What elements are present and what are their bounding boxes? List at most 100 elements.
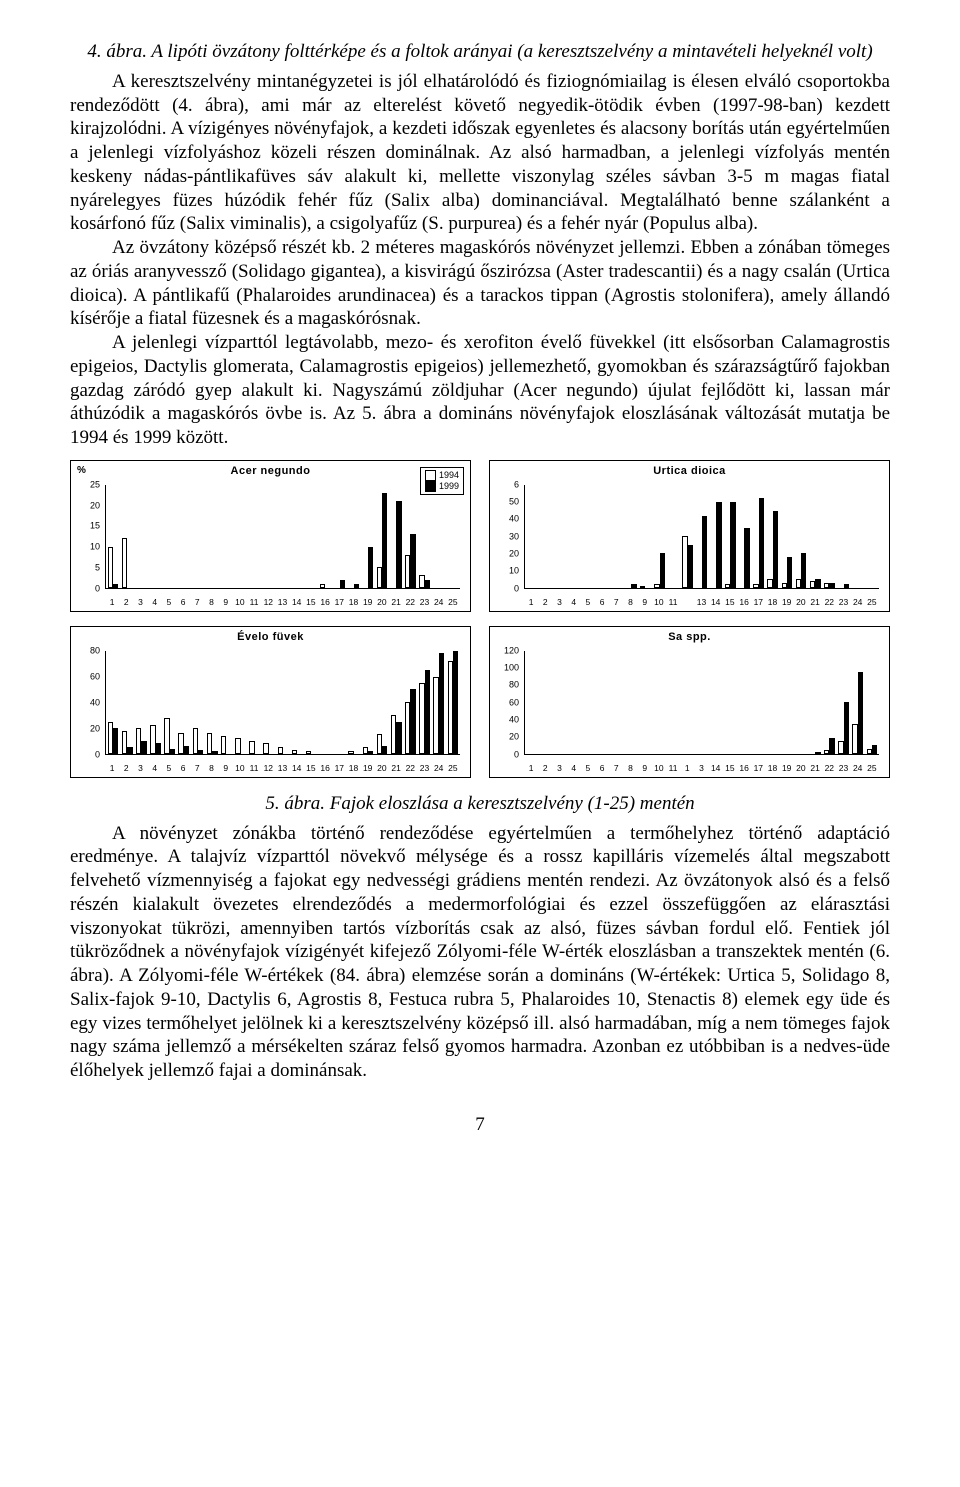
y-tick: 60 — [509, 698, 519, 707]
x-tick: 18 — [349, 764, 358, 773]
x-tick: 2 — [124, 764, 129, 773]
bar-1994 — [320, 584, 325, 588]
x-tick: 4 — [571, 598, 576, 607]
x-tick: 20 — [377, 598, 386, 607]
bar-1999 — [156, 743, 161, 753]
x-tick: 1 — [110, 764, 115, 773]
x-tick: 4 — [571, 764, 576, 773]
x-tick: 1 — [110, 598, 115, 607]
x-tick: 11 — [669, 764, 678, 773]
bar-1999 — [453, 651, 458, 754]
x-tick: 8 — [628, 598, 633, 607]
x-tick: 23 — [420, 598, 429, 607]
x-tick: 19 — [782, 598, 791, 607]
y-tick: 6 — [514, 480, 519, 489]
x-tick: 17 — [335, 764, 344, 773]
bar-1999 — [439, 653, 444, 753]
y-tick: 120 — [504, 646, 519, 655]
x-tick: 11 — [669, 598, 678, 607]
paragraph-4: A növényzet zónákba történő rendeződése … — [70, 822, 890, 1083]
bar-1994 — [278, 747, 283, 753]
bar-1999 — [716, 502, 721, 588]
x-tick: 15 — [725, 598, 734, 607]
y-tick: 30 — [509, 532, 519, 541]
y-tick: 0 — [95, 584, 100, 593]
x-tick: 18 — [768, 598, 777, 607]
bar-1999 — [368, 751, 373, 754]
x-tick: 11 — [250, 598, 259, 607]
chart-row-1: % Acer negundo19941999051015202512345678… — [70, 460, 890, 612]
chart-acer-negundo: % Acer negundo19941999051015202512345678… — [70, 460, 471, 612]
x-tick: 12 — [264, 598, 273, 607]
x-tick: 24 — [853, 598, 862, 607]
paragraph-2: Az övzátony középső részét kb. 2 méteres… — [70, 236, 890, 331]
x-tick: 23 — [839, 598, 848, 607]
y-tick: 50 — [509, 498, 519, 507]
bar-1999 — [858, 672, 863, 754]
x-tick: 3 — [699, 764, 704, 773]
x-tick: 8 — [209, 598, 214, 607]
x-tick: 9 — [223, 764, 228, 773]
bars-container — [525, 485, 879, 588]
bar-1999 — [170, 749, 175, 754]
chart-title: Urtica dioica — [490, 465, 889, 479]
bar-1999 — [425, 580, 430, 588]
x-axis-ticks: 123456789101113141516171819202122232425 — [524, 593, 879, 607]
bar-1999 — [354, 584, 359, 588]
bar-1999 — [844, 584, 849, 587]
x-tick: 5 — [167, 598, 172, 607]
x-tick: 15 — [306, 764, 315, 773]
x-tick: 3 — [138, 598, 143, 607]
bar-1999 — [340, 580, 345, 588]
x-tick: 25 — [867, 598, 876, 607]
bar-1999 — [631, 584, 636, 587]
bar-1999 — [410, 689, 415, 753]
bar-1994 — [263, 743, 268, 753]
y-tick: 80 — [90, 646, 100, 655]
bar-1999 — [829, 738, 834, 753]
y-axis-ticks: 010203040506 — [490, 485, 522, 589]
chart-salix-spp: Sa spp.020406080100120123456789101113141… — [489, 626, 890, 778]
x-tick: 13 — [697, 598, 706, 607]
bar-1999 — [815, 579, 820, 588]
bar-1999 — [212, 751, 217, 754]
chart-title: Évelo füvek — [71, 631, 470, 645]
x-tick: 21 — [810, 764, 819, 773]
x-tick: 21 — [810, 598, 819, 607]
x-tick: 3 — [138, 764, 143, 773]
bar-1999 — [787, 557, 792, 588]
bar-1994 — [640, 586, 645, 588]
x-axis-ticks: 1234567891011121314151617181920212223242… — [105, 759, 460, 773]
x-tick: 15 — [725, 764, 734, 773]
x-tick: 10 — [654, 764, 663, 773]
bar-1999 — [382, 746, 387, 754]
bar-1999 — [815, 752, 820, 754]
plot-area — [524, 651, 879, 755]
x-tick: 20 — [796, 598, 805, 607]
chart-urtica-dioica: Urtica dioica010203040506123456789101113… — [489, 460, 890, 612]
x-tick: 13 — [278, 764, 287, 773]
bar-1999 — [396, 501, 401, 588]
y-tick: 80 — [509, 681, 519, 690]
x-tick: 19 — [782, 764, 791, 773]
bar-1999 — [127, 747, 132, 753]
y-tick: 20 — [509, 733, 519, 742]
x-tick: 14 — [711, 598, 720, 607]
bar-1999 — [113, 584, 118, 588]
x-tick: 6 — [600, 598, 605, 607]
y-axis-ticks: 0510152025 — [71, 485, 103, 589]
x-tick: 21 — [391, 764, 400, 773]
x-tick: 22 — [406, 764, 415, 773]
bar-1999 — [773, 511, 778, 588]
x-tick: 9 — [642, 598, 647, 607]
x-tick: 10 — [235, 764, 244, 773]
x-tick: 7 — [614, 598, 619, 607]
x-tick: 19 — [363, 764, 372, 773]
y-tick: 60 — [90, 672, 100, 681]
bar-1999 — [829, 583, 834, 588]
x-tick: 25 — [867, 764, 876, 773]
bar-1999 — [368, 547, 373, 588]
figure-4-caption: 4. ábra. A lipóti övzátony folttérképe é… — [70, 40, 890, 64]
bar-1999 — [141, 741, 146, 754]
x-tick: 24 — [434, 598, 443, 607]
